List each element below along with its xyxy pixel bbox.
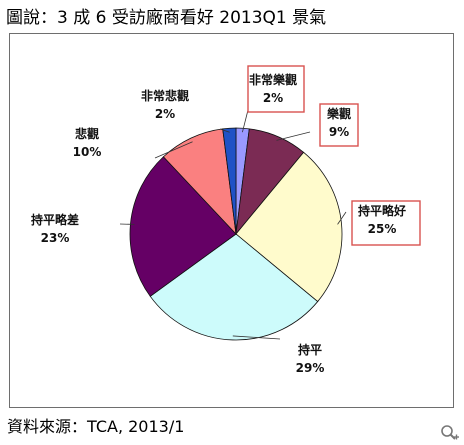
slice-value-label: 2% — [155, 107, 175, 121]
slice-label: 非常樂觀 — [249, 72, 297, 87]
pie-slice — [235, 151, 343, 303]
slice-label: 非常悲觀 — [141, 88, 189, 103]
chart-frame: 非常樂觀 2% 樂觀 9% 持平略好 25% 持平 29% 持平略差 23% 悲觀 10% 非常悲觀 2% — [9, 33, 454, 408]
highlight-box — [351, 200, 421, 246]
source-note: 資料來源：TCA, 2013/1 — [7, 417, 185, 436]
highlight-box — [319, 103, 359, 147]
slice-label: 持平 — [298, 342, 322, 357]
leader-line — [219, 128, 230, 133]
leader-line — [242, 109, 249, 133]
pie-slice — [222, 127, 237, 235]
slice-label: 樂觀 — [326, 106, 351, 121]
pie-slice — [149, 233, 319, 341]
slice-value-label: 23% — [41, 231, 70, 245]
leader-line — [337, 211, 347, 225]
slice-label: 持平略好 — [358, 203, 406, 218]
slice-value-label: 9% — [329, 125, 349, 139]
zoom-in-icon[interactable] — [440, 424, 460, 442]
highlight-box — [247, 65, 305, 113]
slice-label: 持平略差 — [31, 212, 79, 227]
slice-value-label: 25% — [368, 222, 397, 236]
leader-line — [232, 335, 281, 340]
leader-line — [276, 131, 311, 141]
slice-value-label: 29% — [296, 361, 325, 375]
pie-chart: 非常樂觀 2% 樂觀 9% 持平略好 25% 持平 29% 持平略差 23% 悲觀 10% 非常悲觀 2% — [31, 65, 421, 375]
slice-value-label: 10% — [73, 145, 102, 159]
slice-value-label: 2% — [263, 91, 283, 105]
figure-caption: 圖說：3 成 6 受訪廠商看好 2013Q1 景氣 — [6, 8, 327, 28]
slice-label: 悲觀 — [75, 126, 99, 141]
leader-line — [154, 141, 193, 159]
